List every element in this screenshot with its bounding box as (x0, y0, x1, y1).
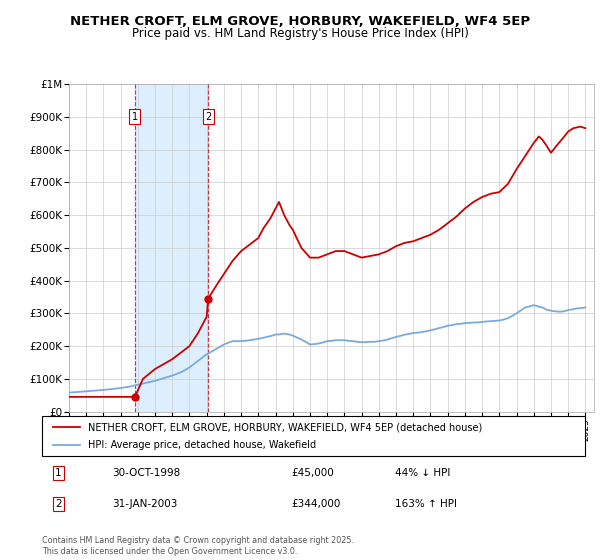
Text: Price paid vs. HM Land Registry's House Price Index (HPI): Price paid vs. HM Land Registry's House … (131, 27, 469, 40)
Bar (135, 84, 208, 412)
Text: 30-OCT-1998: 30-OCT-1998 (113, 468, 181, 478)
Text: £344,000: £344,000 (292, 500, 341, 509)
Text: Contains HM Land Registry data © Crown copyright and database right 2025.
This d: Contains HM Land Registry data © Crown c… (42, 536, 354, 556)
Text: 2: 2 (205, 112, 211, 122)
Text: £45,000: £45,000 (292, 468, 335, 478)
Text: 2: 2 (55, 500, 62, 509)
Text: 44% ↓ HPI: 44% ↓ HPI (395, 468, 451, 478)
Text: 31-JAN-2003: 31-JAN-2003 (113, 500, 178, 509)
Text: 163% ↑ HPI: 163% ↑ HPI (395, 500, 457, 509)
Text: NETHER CROFT, ELM GROVE, HORBURY, WAKEFIELD, WF4 5EP (detached house): NETHER CROFT, ELM GROVE, HORBURY, WAKEFI… (88, 422, 482, 432)
Text: HPI: Average price, detached house, Wakefield: HPI: Average price, detached house, Wake… (88, 440, 316, 450)
Text: NETHER CROFT, ELM GROVE, HORBURY, WAKEFIELD, WF4 5EP: NETHER CROFT, ELM GROVE, HORBURY, WAKEFI… (70, 15, 530, 28)
Text: 1: 1 (55, 468, 62, 478)
Text: 1: 1 (132, 112, 138, 122)
